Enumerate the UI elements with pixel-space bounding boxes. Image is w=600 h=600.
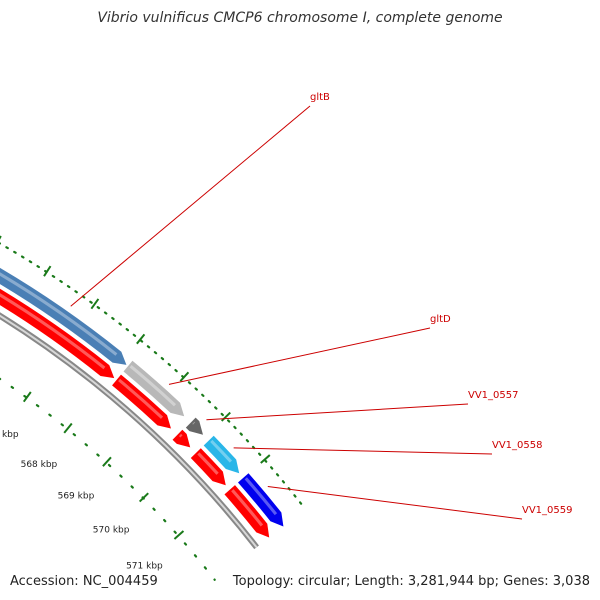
outer-tick-mark [260,454,271,464]
gene-gltB-block-highlight [0,272,118,356]
gene-VV1_0559-leader [267,485,523,520]
topology-text: Topology: circular; Length: 3,281,944 bp… [232,574,590,589]
gene-VV1_0557-label: VV1_0557 [468,390,519,401]
gene-VV1_0558-leader [233,447,493,455]
outer-tick-mark [220,411,231,422]
cds-forward-block-4 [190,448,226,486]
cds-forward-block-1-highlight [0,293,106,370]
gene-VV1_0558-block-highlight [210,439,233,463]
gene-VV1_0559-label: VV1_0559 [522,505,573,516]
gene-VV1_0558-label: VV1_0558 [492,440,543,451]
cds-forward-block-2 [112,374,171,429]
tick-mark [138,492,149,503]
gene-VV1_0559-block [237,473,284,527]
gene-gltB-block [0,267,127,365]
outer-tick-mark [43,265,52,277]
cds-forward-block-5-highlight [231,489,264,527]
map-title: Vibrio vulnificus CMCP6 chromosome I, co… [97,10,503,26]
gene-VV1_0557-leader [206,403,469,421]
cds-forward-block-5 [224,485,270,538]
tick-label: 570 kbp [93,526,130,536]
outer-tick-mark [0,235,2,240]
cds-forward-block-2-highlight [118,378,164,419]
gene-VV1_0559-block-highlight [244,477,278,516]
gene-gltD-block [123,360,185,417]
tick-mark [63,422,73,434]
outer-tick-mark [136,333,146,345]
tick-mark [102,456,112,467]
cds-forward-block-3 [172,429,191,448]
gene-VV1_0557-block [185,417,203,435]
gene-gltD-block-highlight [129,365,177,407]
tick-label: 571 kbp [126,561,163,571]
tick-mark [173,530,185,540]
accession-text: Accession: NC_004459 [10,574,158,589]
gene-VV1_0558-block [203,435,240,474]
scale-dot-ring [0,242,307,511]
outer-tick-mark [179,371,190,382]
cds-forward-block-3-highlight [178,433,183,438]
cds-forward-block-1 [0,288,115,379]
outer-tick-mark [90,298,100,310]
gene-gltD-leader [168,327,431,385]
tick-mark [22,391,32,403]
gene-gltB-label: gltB [310,92,330,103]
tick-label: 568 kbp [21,460,58,470]
gene-gltB-leader [70,105,311,307]
tick-label: 569 kbp [58,492,95,502]
gene-gltD-label: gltD [430,314,451,325]
gene-VV1_0557-block-highlight [192,421,196,425]
tick-label: 567 kbp [0,430,19,440]
inner-dot-ring [0,377,216,581]
backbone-ring-highlight [0,314,258,548]
cds-forward-block-4-highlight [197,452,219,475]
